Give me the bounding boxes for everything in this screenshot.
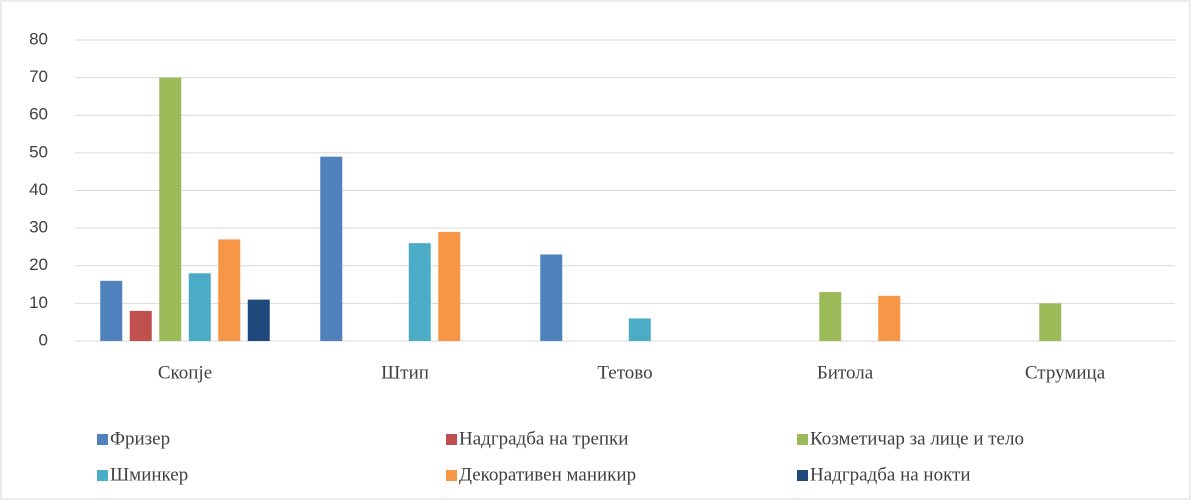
legend-swatch (446, 470, 457, 481)
legend-label: Козметичар за лице и тело (810, 428, 1024, 449)
legend-label: Надградба на нокти (810, 464, 971, 485)
y-tick-label: 80 (29, 29, 48, 48)
legend-swatch (97, 470, 108, 481)
legend-label: Фризер (110, 428, 170, 449)
bar (628, 318, 651, 341)
legend-swatch (797, 470, 808, 481)
y-tick-label: 40 (29, 180, 48, 199)
y-tick-label: 70 (29, 67, 48, 86)
bar (320, 156, 343, 341)
bar (540, 254, 563, 341)
bar (188, 273, 211, 341)
bar (819, 292, 842, 341)
bar (438, 231, 461, 341)
bar (247, 299, 270, 341)
y-tick-label: 10 (29, 293, 48, 312)
bar (1039, 303, 1062, 341)
x-tick-label: Штип (381, 362, 429, 383)
y-tick-label: 30 (29, 218, 48, 237)
legend-label: Шминкер (110, 464, 188, 485)
x-tick-label: Тетово (597, 362, 652, 383)
bar (129, 310, 152, 341)
x-tick-label: Битола (817, 362, 874, 383)
bar (159, 77, 182, 341)
legend-label: Надградба на трепки (459, 428, 628, 449)
x-tick-label: Струмица (1025, 362, 1106, 383)
y-tick-label: 20 (29, 255, 48, 274)
y-tick-label: 0 (39, 330, 48, 349)
legend-swatch (97, 434, 108, 445)
x-tick-label: Скопје (158, 362, 212, 383)
bar (408, 243, 431, 341)
bar (878, 295, 901, 341)
bar (100, 280, 123, 341)
y-tick-label: 50 (29, 142, 48, 161)
legend-swatch (446, 434, 457, 445)
bar (218, 239, 241, 341)
legend-swatch (797, 434, 808, 445)
y-tick-label: 60 (29, 105, 48, 124)
legend-label: Декоративен маникир (459, 464, 636, 485)
